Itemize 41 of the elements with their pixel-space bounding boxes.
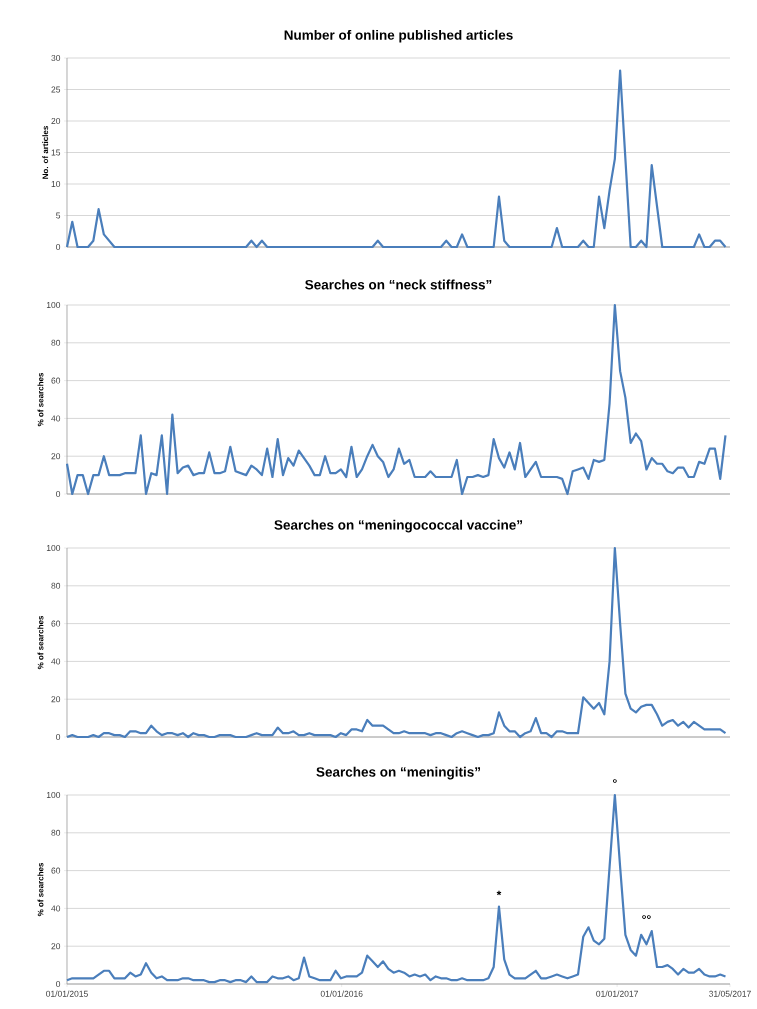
y-tick-label: 100 [46,302,61,309]
y-tick-label: 0 [56,981,61,988]
x-tick-label: 01/01/2017 [596,990,638,997]
y-tick-label: 100 [46,792,61,799]
y-tick-label: 40 [51,905,61,912]
chart-title: Searches on “neck stiffness” [305,279,492,290]
y-tick-label: 20 [51,453,61,460]
y-tick-label: 0 [56,734,61,741]
chart-title: Number of online published articles [284,29,513,43]
y-tick-label: 80 [51,829,61,836]
y-axis-title: % of searches [37,372,44,427]
x-tick-label: 01/01/2015 [46,990,88,997]
annotation: °° [642,915,651,919]
chart-title: Searches on “meningococcal vaccine” [274,519,523,533]
y-tick-label: 80 [51,582,61,589]
y-axis-title: No. of articles [42,126,49,179]
y-tick-label: 80 [51,339,61,346]
chart-title: Searches on “meningitis” [316,766,481,780]
y-axis-title: % of searches [37,862,44,917]
y-tick-label: 40 [51,658,61,665]
y-tick-label: 20 [51,118,61,125]
y-tick-label: 10 [51,181,61,188]
line-series [65,69,727,249]
y-axis-title: % of searches [37,615,44,670]
y-tick-label: 15 [51,149,61,156]
y-tick-label: 25 [51,86,61,93]
y-tick-label: 0 [56,491,61,498]
y-tick-label: 60 [51,867,61,874]
y-tick-label: 0 [56,244,61,251]
y-tick-label: 100 [46,545,61,552]
y-tick-label: 20 [51,696,61,703]
y-tick-label: 30 [51,55,61,62]
y-tick-label: 60 [51,620,61,627]
y-tick-label: 40 [51,415,61,422]
x-tick-label: 31/05/2017 [709,990,751,997]
annotation: ° [612,779,617,783]
annotation: * [496,890,502,896]
y-tick-label: 5 [56,212,61,219]
x-tick-label: 01/01/2016 [320,990,363,997]
y-tick-label: 20 [51,943,61,950]
y-tick-label: 60 [51,377,61,384]
